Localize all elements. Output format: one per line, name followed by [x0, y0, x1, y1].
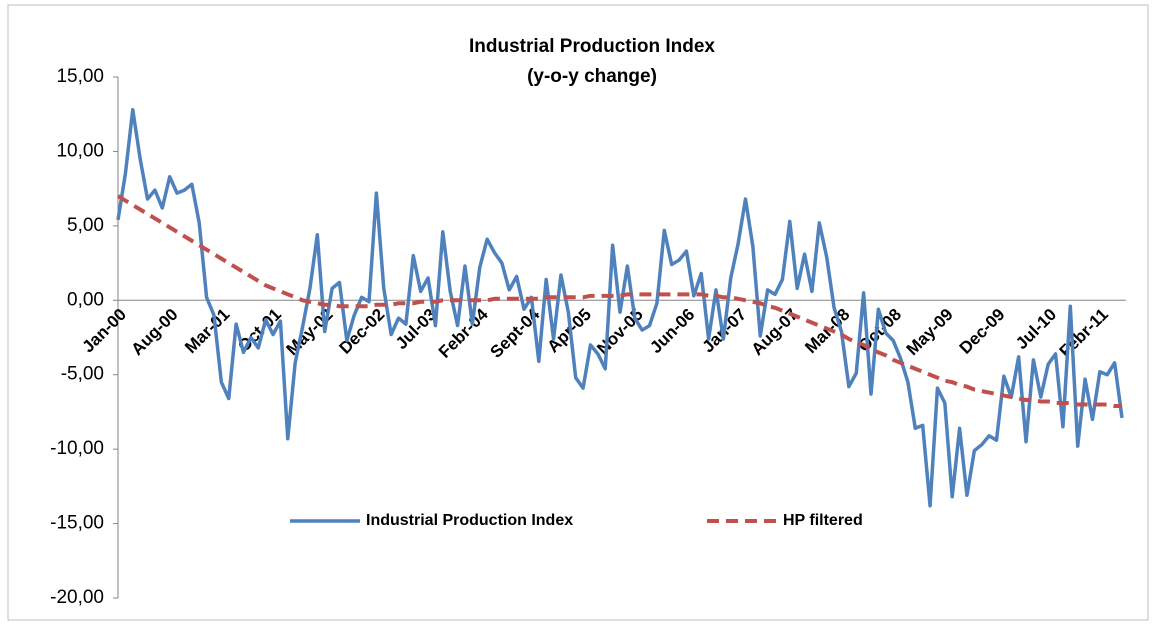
- y-tick-label: -5,00: [61, 364, 104, 385]
- y-tick-label: -10,00: [50, 438, 104, 459]
- legend-label: HP filtered: [783, 512, 863, 529]
- y-tick-label: 10,00: [56, 140, 104, 161]
- legend-label: Industrial Production Index: [366, 512, 573, 529]
- chart-subtitle: (y-o-y change): [527, 66, 657, 87]
- y-tick-label: -20,00: [50, 587, 104, 608]
- series-line: [116, 108, 1124, 508]
- series-line: [116, 194, 1122, 408]
- chart-title: Industrial Production Index: [469, 36, 715, 57]
- y-tick-label: 15,00: [56, 66, 104, 87]
- chart-frame: [7, 4, 1149, 621]
- y-tick-label: -15,00: [50, 513, 104, 534]
- y-tick-label: 0,00: [67, 289, 104, 310]
- y-tick-label: 5,00: [67, 215, 104, 236]
